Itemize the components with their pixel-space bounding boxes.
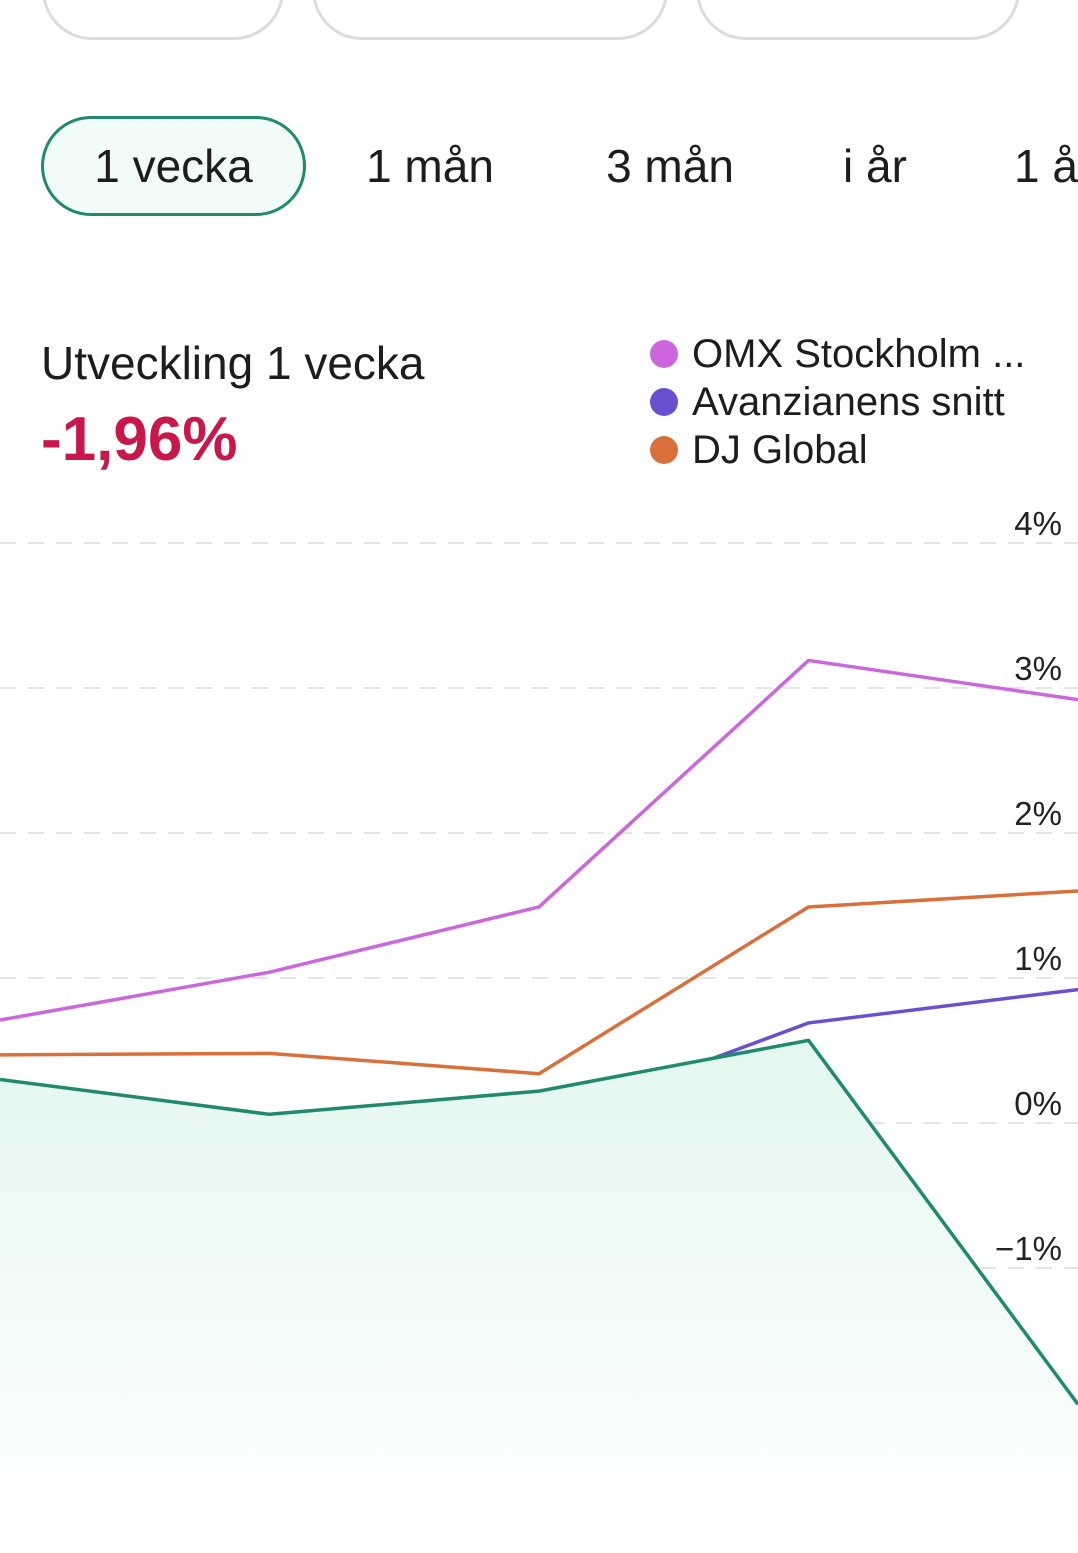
y-tick-label: 1% (1014, 940, 1062, 977)
series-line-0 (0, 658, 1078, 1022)
period-1-year[interactable]: 1 år (1014, 140, 1078, 192)
legend-item-omx: OMX Stockholm ... (650, 330, 1025, 378)
performance-title: Utveckling 1 vecka (41, 337, 425, 389)
performance-value: -1,96% (41, 405, 238, 474)
series-area (0, 1040, 1078, 1553)
legend-label: OMX Stockholm ... (692, 331, 1026, 376)
account-dropdown[interactable]: ▾ (312, 0, 668, 40)
legend-label: Avanzianens snitt (692, 379, 1005, 424)
legend-dot-icon (650, 436, 678, 464)
unit-toggle[interactable]: % Kr (42, 0, 284, 40)
period-1-month[interactable]: 1 mån (366, 140, 494, 192)
series-line-1 (0, 889, 1078, 1076)
y-tick-label: 3% (1014, 650, 1062, 687)
series-line-3 (0, 1038, 1078, 1406)
y-tick-label: 0% (1014, 1085, 1062, 1122)
chart-legend: OMX Stockholm ... Avanzianens snitt DJ G… (650, 330, 1025, 474)
legend-label: DJ Global (692, 427, 868, 472)
y-tick-label: 4% (1014, 505, 1062, 542)
period-ytd[interactable]: i år (843, 140, 907, 192)
y-tick-label: 2% (1014, 795, 1062, 832)
legend-dot-icon (650, 388, 678, 416)
period-3-months[interactable]: 3 mån (606, 140, 734, 192)
legend-item-dj-global: DJ Global (650, 426, 1025, 474)
y-tick-label: −1% (995, 1230, 1062, 1267)
period-1-week[interactable]: 1 vecka (41, 116, 306, 216)
legend-item-avanzianens: Avanzianens snitt (650, 378, 1025, 426)
legend-dot-icon (650, 340, 678, 368)
